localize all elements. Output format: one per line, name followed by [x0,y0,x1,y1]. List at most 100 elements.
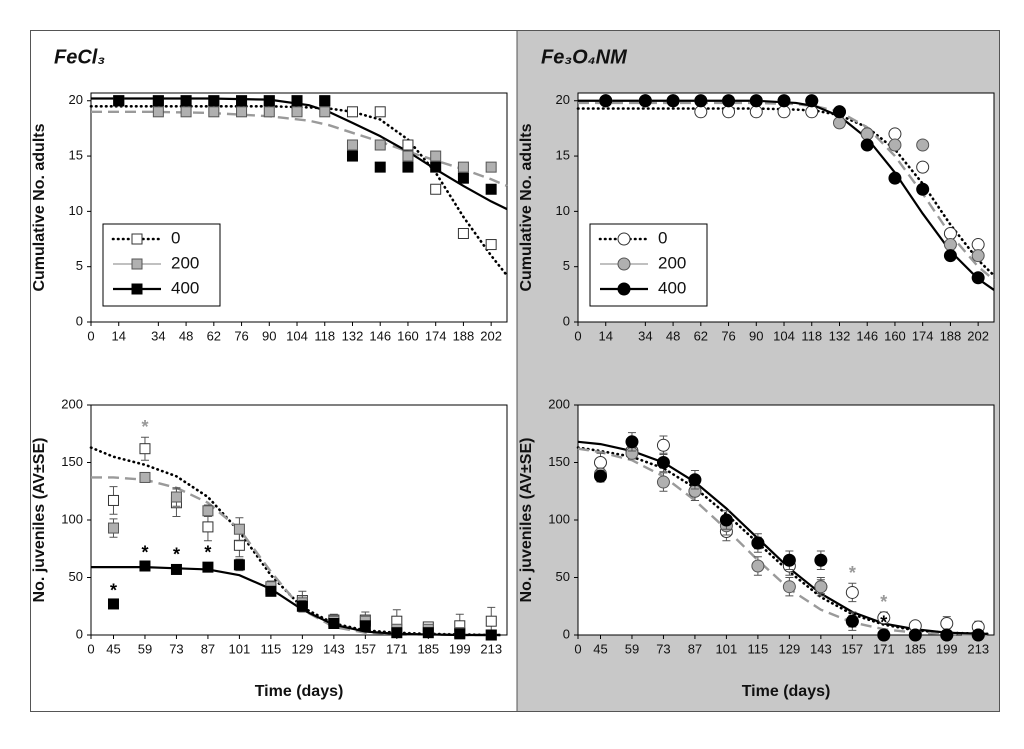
point [374,139,386,151]
y-tick-label: 5 [76,258,83,273]
x-tick-label: 132 [342,328,364,343]
x-tick-label: 174 [425,328,447,343]
x-tick-label: 213 [967,641,989,656]
point [888,127,902,141]
x-tick-label: 118 [314,328,335,343]
point [457,172,469,184]
point [485,615,497,627]
point [749,94,763,108]
significance-mark: * [141,417,148,437]
point [107,494,119,506]
y-tick-label: 200 [61,396,83,411]
significance-mark: * [173,545,180,565]
point [457,161,469,173]
point [265,585,277,597]
point [263,95,275,107]
y-tick-label: 0 [76,626,83,641]
point [777,94,791,108]
x-tick-label: 202 [480,328,502,343]
point [391,627,403,639]
point [170,563,182,575]
point [719,513,733,527]
point [617,232,631,246]
point [202,521,214,533]
legend-label: 400 [171,278,199,297]
point [291,95,303,107]
point [940,628,954,642]
point [180,95,192,107]
point [888,171,902,185]
point [233,539,245,551]
y-tick-label: 0 [76,313,83,328]
x-axis-label: Time (days) [255,683,344,700]
x-tick-label: 185 [904,641,926,656]
point [485,161,497,173]
point [694,94,708,108]
x-tick-label: 115 [261,641,282,656]
point [346,150,358,162]
x-tick-label: 199 [449,641,471,656]
x-tick-label: 199 [936,641,958,656]
y-tick-label: 10 [69,203,83,218]
point [656,438,670,452]
x-tick-label: 87 [201,641,215,656]
point [666,94,680,108]
panel-title: FeCl₃ [54,46,105,68]
x-tick-label: 171 [873,641,895,656]
point [749,105,763,119]
y-tick-label: 15 [556,147,570,162]
x-tick-label: 0 [574,641,581,656]
point [131,283,143,295]
y-tick-label: 20 [69,92,83,107]
point [916,182,930,196]
point [599,94,613,108]
point [485,183,497,195]
point [139,560,151,572]
x-tick-label: 146 [369,328,391,343]
legend-box [102,223,221,307]
x-tick-label: 146 [856,328,878,343]
x-tick-label: 143 [810,641,832,656]
point [328,618,340,629]
legend-label: 400 [658,278,686,297]
point [971,271,985,285]
point [593,469,607,483]
significance-mark: * [110,580,117,600]
point [236,95,248,107]
point [722,94,736,108]
point [346,106,358,118]
significance-mark: * [141,542,148,562]
x-tick-label: 73 [169,641,183,656]
legend-label: 200 [658,253,686,272]
point [263,106,275,118]
x-tick-label: 104 [286,328,308,343]
x-tick-label: 101 [229,641,251,656]
x-tick-label: 132 [829,328,851,343]
point [208,106,220,118]
point [860,127,874,141]
point [422,627,434,639]
x-tick-label: 171 [386,641,408,656]
point [139,471,151,483]
point [625,435,639,449]
point [656,475,670,489]
x-tick-label: 160 [884,328,906,343]
point [943,238,957,252]
point [814,553,828,567]
x-tick-label: 0 [87,641,94,656]
x-tick-label: 48 [666,328,680,343]
point [751,559,765,573]
x-tick-label: 34 [638,328,652,343]
point [346,139,358,151]
significance-mark: * [880,612,887,632]
point [319,95,331,107]
y-axis-label: Cumulative No. adults [31,123,48,291]
point [908,628,922,642]
x-tick-label: 174 [912,328,934,343]
y-tick-label: 5 [563,258,570,273]
x-tick-label: 129 [292,641,314,656]
point [170,491,182,503]
point [888,138,902,152]
figure-border [30,30,1000,712]
x-tick-label: 115 [748,641,769,656]
